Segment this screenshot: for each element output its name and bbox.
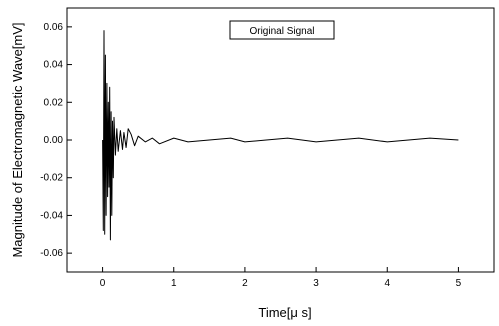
y-tick-label: 0.04 bbox=[44, 60, 64, 71]
x-tick-label: 4 bbox=[384, 278, 390, 289]
series-line bbox=[102, 30, 459, 241]
y-tick-label: 0.00 bbox=[44, 135, 64, 146]
series-layer bbox=[102, 30, 459, 241]
x-tick-label: 1 bbox=[171, 278, 177, 289]
legend-box bbox=[229, 20, 335, 40]
legend: Original Signal bbox=[229, 20, 335, 40]
y-axis-label: Magnitude of Electromagnetic Wave[mV] bbox=[10, 22, 25, 257]
plot-border bbox=[66, 7, 495, 273]
y-tick-label: -0.02 bbox=[40, 173, 63, 184]
y-tick-label: -0.04 bbox=[40, 210, 63, 221]
x-axis: 0 1 2 3 4 5 bbox=[100, 267, 462, 289]
legend-label: Original Signal bbox=[249, 26, 314, 37]
x-tick-label: 5 bbox=[456, 278, 462, 289]
y-tick-label: 0.06 bbox=[44, 22, 64, 33]
x-tick-label: 0 bbox=[100, 278, 106, 289]
plot-frame bbox=[66, 7, 495, 273]
x-axis-label: Time[μ s] bbox=[258, 305, 311, 320]
y-tick-label: -0.06 bbox=[40, 248, 63, 259]
y-tick-label: 0.02 bbox=[44, 97, 64, 108]
x-tick-label: 3 bbox=[313, 278, 319, 289]
x-tick-label: 2 bbox=[242, 278, 248, 289]
y-axis: -0.06 -0.04 -0.02 0.00 0.02 0.04 0.06 bbox=[40, 22, 72, 259]
